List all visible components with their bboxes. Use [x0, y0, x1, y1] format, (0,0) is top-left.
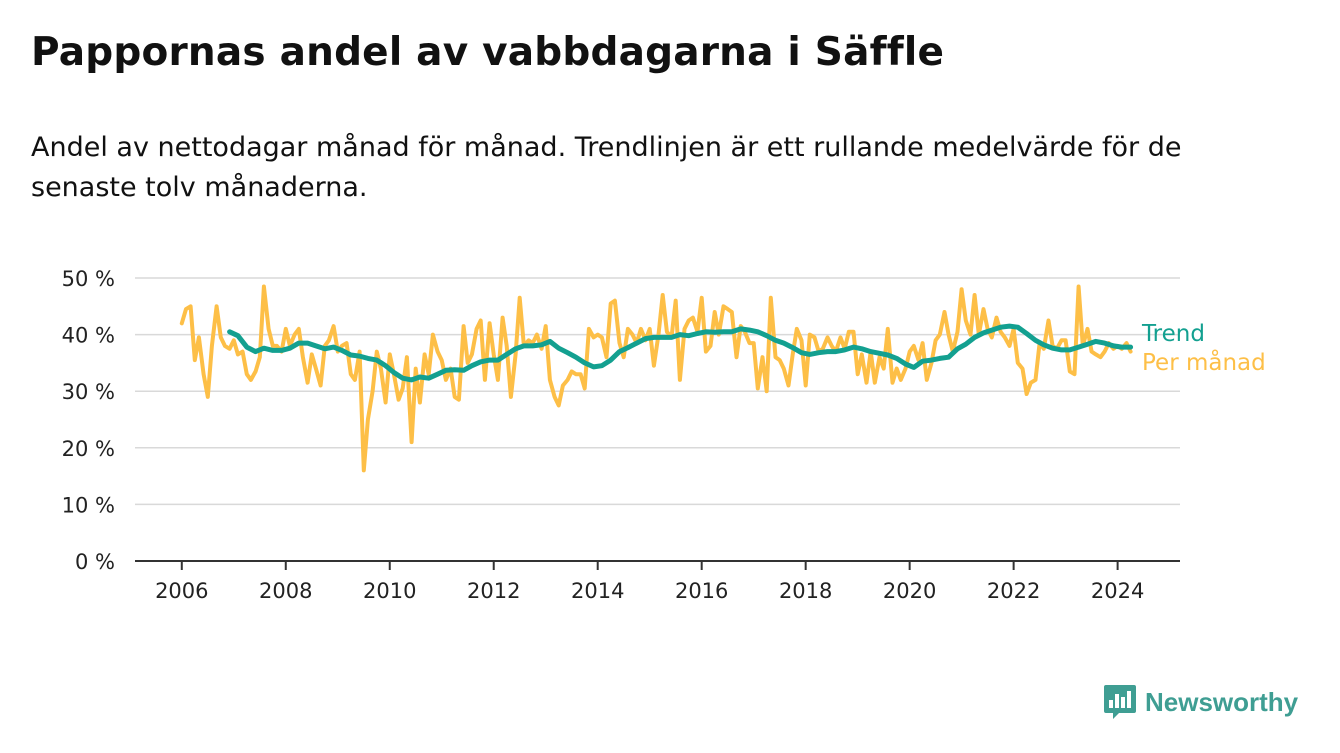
brand-logo: Newsworthy	[1103, 683, 1298, 721]
y-axis: 0 % 10 % 20 % 30 % 40 % 50 %	[62, 267, 115, 574]
x-tick-label: 2014	[571, 579, 624, 603]
gridlines	[135, 277, 1180, 506]
legend-label: Per månad	[1142, 348, 1266, 376]
series-line-per-manad	[179, 284, 1133, 473]
x-tick-label: 2018	[779, 579, 832, 603]
x-tick-label: 2024	[1091, 579, 1144, 603]
x-tick-label: 2010	[363, 579, 416, 603]
y-tick-label: 30 %	[62, 380, 115, 404]
x-tick-label: 2006	[155, 579, 208, 603]
x-tick-label: 2020	[883, 579, 936, 603]
y-tick-label: 50 %	[62, 267, 115, 291]
y-tick-label: 0 %	[75, 550, 115, 574]
chart-subtitle: Andel av nettodagar månad för månad. Tre…	[31, 132, 1182, 203]
y-tick-label: 20 %	[62, 437, 115, 461]
y-tick-label: 40 %	[62, 324, 115, 348]
bar-chart-badge-icon	[1104, 685, 1136, 719]
series-line-trend	[227, 323, 1134, 383]
legend-label: Trend	[1141, 321, 1205, 347]
series-lines	[179, 284, 1134, 473]
x-tick-label: 2016	[675, 579, 728, 603]
x-tick-label: 2008	[259, 579, 312, 603]
x-tick-label: 2012	[467, 579, 520, 603]
x-tick-label: 2022	[987, 579, 1040, 603]
x-axis: 2006 2008 2010 2012 2014 2016 2018 2020 2022 2024	[135, 560, 1180, 603]
chart-title: Pappornas andel av vabbdagarna i Säffle	[31, 30, 945, 75]
brand-name: Newsworthy	[1145, 686, 1299, 717]
y-tick-label: 10 %	[62, 493, 115, 517]
